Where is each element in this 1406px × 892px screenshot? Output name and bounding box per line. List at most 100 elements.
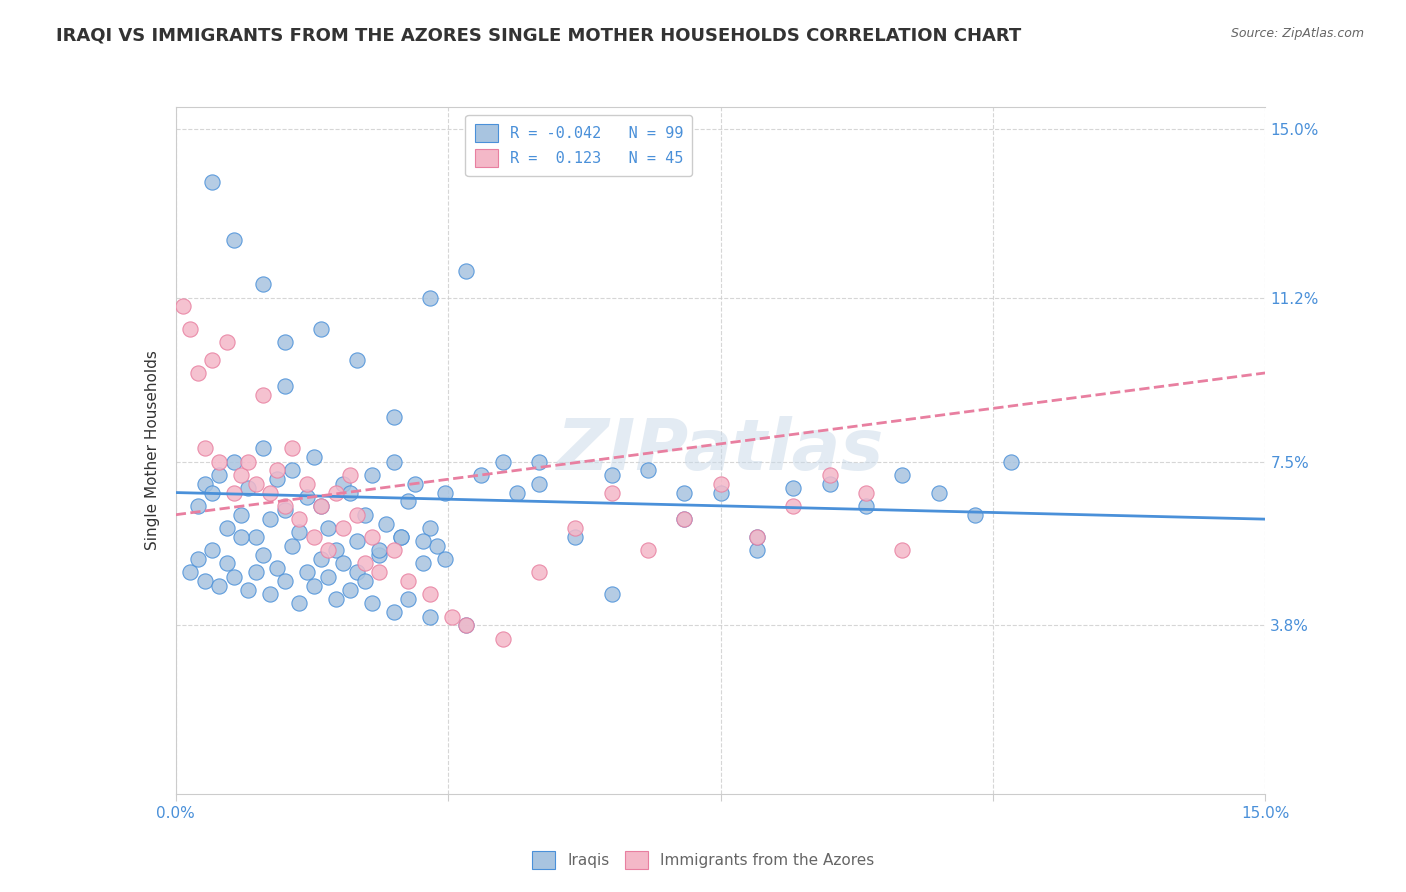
Point bbox=[891, 543, 914, 558]
Legend: R = -0.042   N = 99, R =  0.123   N = 45: R = -0.042 N = 99, R = 0.123 N = 45 bbox=[465, 115, 692, 177]
Point bbox=[891, 467, 914, 482]
Point bbox=[673, 485, 696, 500]
Point bbox=[600, 587, 623, 601]
Point bbox=[302, 450, 325, 464]
Point bbox=[564, 530, 586, 544]
Point bbox=[201, 485, 224, 500]
Point bbox=[492, 454, 515, 468]
Point bbox=[564, 521, 586, 535]
Point bbox=[238, 454, 260, 468]
Point bbox=[208, 467, 231, 482]
Point bbox=[855, 485, 877, 500]
Point bbox=[368, 548, 391, 562]
Point bbox=[361, 467, 384, 482]
Point bbox=[396, 494, 419, 508]
Point bbox=[353, 574, 375, 589]
Point bbox=[266, 463, 288, 477]
Point bbox=[332, 521, 354, 535]
Point bbox=[368, 566, 391, 580]
Point bbox=[208, 454, 231, 468]
Point bbox=[527, 476, 550, 491]
Point bbox=[456, 264, 478, 278]
Point bbox=[222, 454, 245, 468]
Point bbox=[325, 591, 347, 606]
Point bbox=[295, 566, 318, 580]
Point bbox=[710, 476, 733, 491]
Point bbox=[201, 352, 224, 367]
Point bbox=[274, 499, 297, 513]
Point bbox=[215, 557, 238, 571]
Point bbox=[318, 521, 340, 535]
Y-axis label: Single Mother Households: Single Mother Households bbox=[145, 351, 160, 550]
Point bbox=[637, 543, 659, 558]
Point bbox=[266, 472, 288, 486]
Point bbox=[346, 534, 368, 549]
Point bbox=[353, 508, 375, 522]
Point bbox=[208, 579, 231, 593]
Point bbox=[389, 530, 412, 544]
Text: Source: ZipAtlas.com: Source: ZipAtlas.com bbox=[1230, 27, 1364, 40]
Point bbox=[309, 321, 332, 335]
Point bbox=[375, 516, 398, 531]
Point bbox=[274, 379, 297, 393]
Text: ZIPatlas: ZIPatlas bbox=[557, 416, 884, 485]
Point bbox=[339, 582, 361, 597]
Point bbox=[419, 521, 441, 535]
Point bbox=[361, 530, 384, 544]
Point bbox=[179, 321, 201, 335]
Point bbox=[440, 609, 463, 624]
Point bbox=[194, 574, 217, 589]
Point bbox=[353, 557, 375, 571]
Point bbox=[346, 566, 368, 580]
Point bbox=[412, 534, 434, 549]
Point bbox=[274, 334, 297, 349]
Point bbox=[302, 530, 325, 544]
Point bbox=[259, 512, 281, 526]
Point bbox=[201, 175, 224, 189]
Point bbox=[274, 574, 297, 589]
Point bbox=[396, 574, 419, 589]
Point bbox=[325, 543, 347, 558]
Point bbox=[855, 499, 877, 513]
Point bbox=[396, 591, 419, 606]
Point bbox=[252, 548, 274, 562]
Point bbox=[426, 539, 449, 553]
Point bbox=[231, 467, 253, 482]
Point bbox=[186, 366, 209, 380]
Point bbox=[215, 521, 238, 535]
Point bbox=[745, 530, 768, 544]
Point bbox=[325, 485, 347, 500]
Point bbox=[818, 467, 841, 482]
Point bbox=[332, 476, 354, 491]
Point bbox=[295, 490, 318, 504]
Point bbox=[433, 552, 456, 566]
Point bbox=[527, 454, 550, 468]
Point bbox=[245, 566, 267, 580]
Point bbox=[527, 566, 550, 580]
Point bbox=[259, 485, 281, 500]
Point bbox=[818, 476, 841, 491]
Point bbox=[222, 570, 245, 584]
Point bbox=[745, 530, 768, 544]
Legend: Iraqis, Immigrants from the Azores: Iraqis, Immigrants from the Azores bbox=[526, 845, 880, 875]
Point bbox=[179, 566, 201, 580]
Point bbox=[963, 508, 986, 522]
Point bbox=[339, 467, 361, 482]
Point bbox=[281, 463, 304, 477]
Point bbox=[231, 508, 253, 522]
Point bbox=[346, 352, 368, 367]
Point bbox=[238, 481, 260, 495]
Point bbox=[309, 499, 332, 513]
Point bbox=[259, 587, 281, 601]
Point bbox=[288, 525, 311, 540]
Point bbox=[673, 512, 696, 526]
Point bbox=[222, 485, 245, 500]
Point bbox=[600, 485, 623, 500]
Point bbox=[389, 530, 412, 544]
Point bbox=[194, 442, 217, 456]
Point bbox=[252, 388, 274, 402]
Point bbox=[673, 512, 696, 526]
Point bbox=[1000, 454, 1022, 468]
Point bbox=[288, 596, 311, 610]
Point bbox=[782, 481, 804, 495]
